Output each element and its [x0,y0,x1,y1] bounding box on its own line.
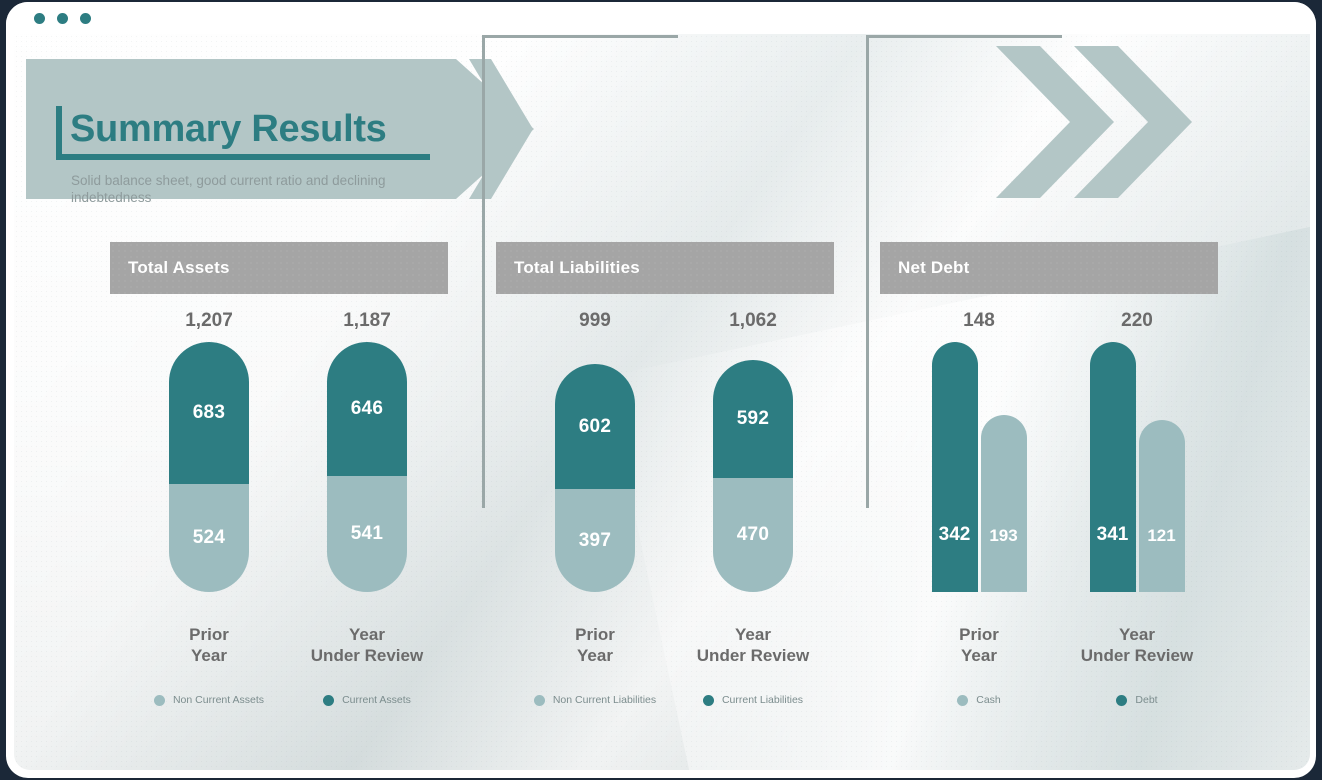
bar-debt[interactable]: 342 [931,342,978,592]
bar-value: 342 [938,524,971,545]
bar-segment-non-current[interactable]: 470 [713,478,793,592]
total-value: 1,062 [729,310,777,331]
panel-total-liabilities: Total Liabilities 999 602 397 Prior Year [496,242,844,712]
bar-group-prior-year[interactable]: 1,207 683 524 Prior Year Non Current Ass… [124,310,294,712]
bar-segment-non-current[interactable]: 541 [327,476,407,592]
window-titlebar [6,2,1316,34]
total-value: 148 [963,310,995,331]
stacked-bar[interactable]: 646 541 [327,342,407,592]
panel-header: Total Liabilities [496,242,834,294]
legend-item[interactable]: Cash [894,694,1064,706]
segment-value: 541 [350,523,384,544]
segment-value: 592 [736,408,770,429]
bar-value: 341 [1096,524,1129,545]
panel-total-assets: Total Assets 1,207 683 524 Prior Year [110,242,458,712]
total-value: 999 [579,310,611,331]
legend-item[interactable]: Current Liabilities [668,694,838,706]
bar-debt[interactable]: 341 [1089,342,1136,592]
bar-group-year-under-review[interactable]: 1,187 646 541 Year Under Review Current … [282,310,452,712]
segment-value: 397 [578,529,612,551]
page-subtitle: Solid balance sheet, good current ratio … [71,173,386,205]
window-dot-icon[interactable] [34,12,45,24]
legend-label: Debt [1135,694,1158,706]
segment-value: 524 [192,527,226,548]
category-label: Prior Year [189,625,229,665]
total-value: 220 [1121,310,1153,331]
stacked-bar[interactable]: 602 397 [555,364,635,592]
panel-header: Net Debt [880,242,1218,294]
legend-swatch-icon [323,694,335,706]
decorative-chevrons-icon [996,46,1192,198]
legend-item[interactable]: Debt [1052,694,1222,706]
grouped-bar[interactable]: 342 193 [931,342,1027,592]
legend-item[interactable]: Current Assets [282,694,452,706]
bar-segment-current[interactable]: 646 [327,342,407,476]
legend-swatch-icon [153,694,165,706]
legend-swatch-icon [957,694,969,706]
legend-label: Current Assets [342,694,411,706]
bar-group-prior-year[interactable]: 999 602 397 Prior Year Non Current Liabi… [510,310,680,712]
bar-group-year-under-review[interactable]: 1,062 592 470 Year Under Review Current … [668,310,838,712]
panel-title: Total Assets [128,258,230,277]
total-value: 1,187 [343,310,391,331]
bar-cash[interactable]: 193 [980,415,1027,592]
title-accent-bracket [56,106,430,160]
segment-value: 470 [736,524,770,545]
bar-segment-current[interactable]: 602 [555,364,635,489]
bar-segment-current[interactable]: 683 [169,342,249,484]
segment-value: 602 [578,415,612,437]
segment-value: 646 [350,398,384,419]
legend-label: Non Current Liabilities [552,694,657,706]
segment-value: 683 [192,402,226,423]
panel-header: Total Assets [110,242,448,294]
stacked-bar[interactable]: 592 470 [713,360,793,592]
bar-segment-non-current[interactable]: 524 [169,484,249,592]
window-dot-icon[interactable] [80,12,91,24]
legend-label: Current Liabilities [721,694,804,706]
legend-swatch-icon [1116,694,1128,706]
legend-swatch-icon [533,694,545,706]
slide-canvas: Summary Results Solid balance sheet, goo… [14,34,1310,770]
legend-label: Cash [976,694,1001,706]
banner-arrow-icon [456,59,534,199]
legend-item[interactable]: Non Current Liabilities [510,694,680,706]
legend-swatch-icon [702,694,714,706]
panel-title: Total Liabilities [514,258,640,277]
category-label: Prior Year [959,625,999,665]
bar-segment-current[interactable]: 592 [713,360,793,478]
bar-value: 121 [1147,526,1176,545]
legend-item[interactable]: Non Current Assets [124,694,294,706]
grouped-bar[interactable]: 341 121 [1089,342,1185,592]
window-dot-icon[interactable] [57,12,68,24]
bar-value: 193 [989,526,1018,545]
legend-label: Non Current Assets [172,694,265,706]
stacked-bar[interactable]: 683 524 [169,342,249,592]
panel-net-debt: Net Debt 148 342 193 Prior Year [880,242,1228,712]
bar-group-prior-year[interactable]: 148 342 193 Prior Year Cash [894,310,1064,712]
total-value: 1,207 [185,310,233,331]
app-window: Summary Results Solid balance sheet, goo… [6,2,1316,778]
panel-title: Net Debt [898,258,970,277]
bar-segment-non-current[interactable]: 397 [555,489,635,592]
bar-cash[interactable]: 121 [1138,420,1185,592]
page-title: Summary Results [70,108,387,150]
bar-group-year-under-review[interactable]: 220 341 121 Year Under Review Debt [1052,310,1222,712]
category-label: Prior Year [575,625,615,665]
category-label: Year Under Review [696,625,810,665]
header-banner [26,59,456,199]
category-label: Year Under Review [310,625,424,665]
category-label: Year Under Review [1080,625,1194,665]
